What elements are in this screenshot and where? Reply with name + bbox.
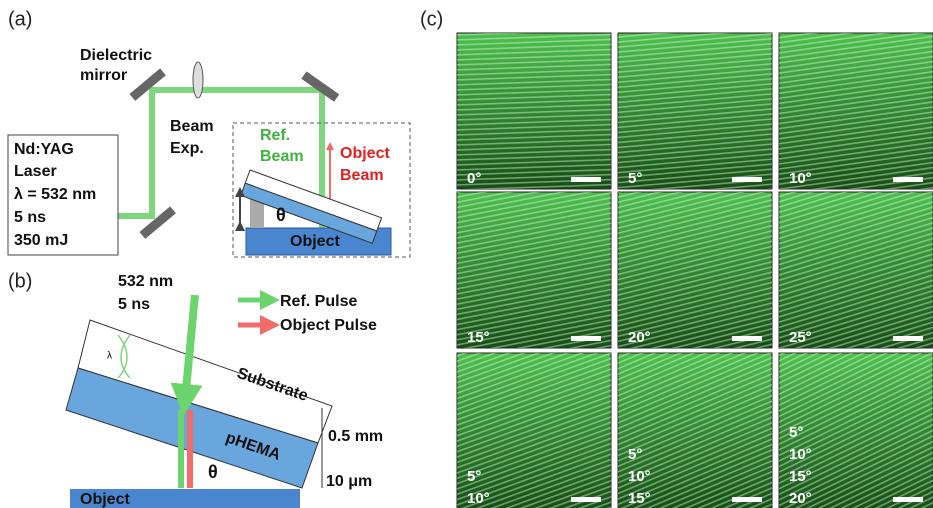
fringes bbox=[779, 192, 933, 348]
angle-label: 20° bbox=[789, 490, 812, 507]
scale-bar bbox=[893, 177, 923, 182]
label: Dielectric bbox=[80, 47, 152, 64]
panel-b: (b) 532 nm 5 ns Ref. Pulse Object Pulse … bbox=[8, 270, 383, 508]
angle-label: 0° bbox=[467, 170, 481, 187]
angle-label: 15° bbox=[467, 329, 490, 346]
angle-label: 20° bbox=[628, 329, 651, 346]
mirror bbox=[139, 206, 175, 239]
scale-bar bbox=[571, 497, 601, 502]
label: λ bbox=[107, 351, 112, 362]
angle-label: 10° bbox=[467, 490, 490, 507]
angle-label: 15° bbox=[789, 468, 812, 485]
panel-c: 0° 5° 10° 15° 20° 25° 5° 10° 5° 10° 15° 5° 10° 15° 20° bbox=[457, 33, 933, 508]
fringes bbox=[779, 33, 933, 189]
label: Object bbox=[80, 491, 130, 508]
angle-label: 5° bbox=[467, 468, 481, 485]
scale-bar bbox=[571, 177, 601, 182]
fringes bbox=[618, 33, 772, 189]
label: Beam bbox=[340, 167, 384, 184]
panel-label: (b) bbox=[8, 270, 32, 292]
label: 5 ns bbox=[118, 296, 150, 313]
angle-label: 5° bbox=[789, 424, 803, 441]
legend-label: Object Pulse bbox=[280, 317, 377, 334]
scale-bar bbox=[571, 336, 601, 341]
angle-label: 5° bbox=[628, 446, 642, 463]
fringes bbox=[457, 192, 611, 348]
label: 10 μm bbox=[326, 473, 372, 490]
fringes bbox=[457, 33, 611, 189]
angle-label: 10° bbox=[789, 170, 812, 187]
panel-a: (a) Dielectric mirror Beam Exp. Nd:YAG L… bbox=[8, 8, 410, 257]
angle-label: 25° bbox=[789, 329, 812, 346]
label: 0.5 mm bbox=[328, 428, 383, 445]
angle-label: 15° bbox=[628, 490, 651, 507]
figure: (a) Dielectric mirror Beam Exp. Nd:YAG L… bbox=[0, 0, 933, 508]
label: mirror bbox=[80, 67, 127, 84]
scale-bar bbox=[893, 336, 923, 341]
panel-label: (c) bbox=[420, 8, 443, 30]
label: Ref. bbox=[260, 127, 290, 144]
label: Beam bbox=[170, 118, 214, 135]
label: 532 nm bbox=[118, 273, 173, 290]
angle-label: 5° bbox=[628, 170, 642, 187]
label: Nd:YAG bbox=[14, 141, 74, 158]
panel-label: (a) bbox=[8, 8, 32, 30]
label: λ = 532 nm bbox=[14, 186, 96, 203]
legend-label: Ref. Pulse bbox=[280, 293, 357, 310]
scale-bar bbox=[732, 497, 762, 502]
angle-label: 10° bbox=[628, 468, 651, 485]
angle-label: 10° bbox=[789, 446, 812, 463]
scale-bar bbox=[732, 336, 762, 341]
label: Object bbox=[340, 145, 390, 162]
label: 350 mJ bbox=[14, 232, 68, 249]
lens bbox=[193, 62, 203, 98]
scale-bar bbox=[893, 497, 923, 502]
label: 5 ns bbox=[14, 209, 46, 226]
label: Laser bbox=[14, 163, 57, 180]
label: θ bbox=[276, 205, 286, 225]
label: Beam bbox=[260, 148, 304, 165]
fringes bbox=[618, 192, 772, 348]
mirror bbox=[129, 68, 165, 101]
scale-bar bbox=[732, 177, 762, 182]
label: θ bbox=[208, 462, 218, 482]
label: Object bbox=[290, 233, 340, 250]
label: Exp. bbox=[170, 140, 204, 157]
